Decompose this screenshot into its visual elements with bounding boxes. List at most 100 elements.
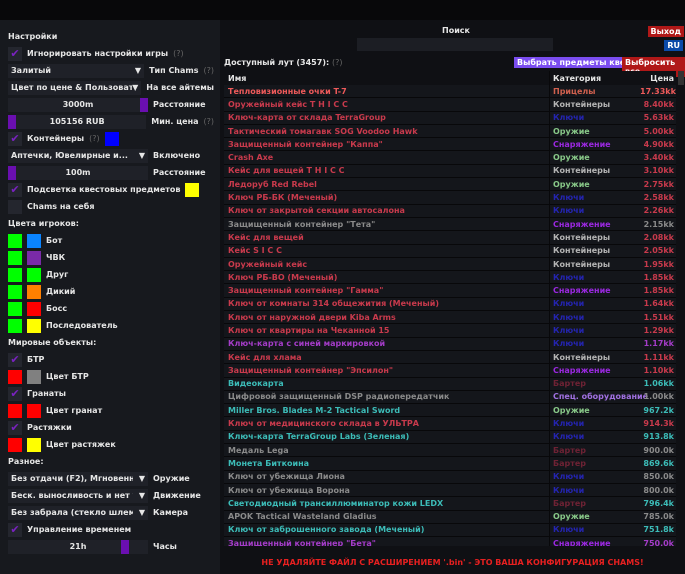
distance-slider[interactable]: 3000m <box>8 97 148 112</box>
table-row[interactable]: Кейс для вещей T H I C C Контейнеры 3.10kk <box>224 164 676 179</box>
item-name: Ключ от наружной двери Kiba Arms <box>224 311 550 324</box>
self-chams-checkbox[interactable] <box>8 199 22 214</box>
containers-dropdown[interactable]: Аптечки, Ювелирные и... ▼ <box>8 148 148 163</box>
color-swatch[interactable] <box>8 369 22 384</box>
column-price[interactable]: Цена <box>650 73 674 83</box>
table-row[interactable]: Ключ от комнаты 314 общежития (Меченый) К… <box>224 297 676 312</box>
table-row[interactable]: Ключ от медицинского склада в УЛЬТРА Ключ… <box>224 417 676 431</box>
color-swatch[interactable] <box>27 437 41 452</box>
table-row[interactable]: Ключ от убежища Лиона Ключи 850.0k <box>224 470 676 484</box>
chams-type-dropdown[interactable]: Залитый ▼ <box>8 63 145 78</box>
grenades-checkbox[interactable]: ✔ <box>8 386 22 401</box>
language-button[interactable]: RU <box>664 40 683 51</box>
color-swatch[interactable] <box>8 267 22 282</box>
help-icon[interactable]: (?) <box>203 66 215 75</box>
table-row[interactable]: Miller Bros. Blades M-2 Tactical Sword Ор… <box>224 404 676 418</box>
table-row[interactable]: APOK Tactical Wasteland Gladius Оружие 785… <box>224 510 676 524</box>
table-row[interactable]: Защищенный контейнер "Гамма" Снаряжение 1.… <box>224 284 676 298</box>
color-swatch[interactable] <box>27 318 41 333</box>
select-quest-items-button[interactable]: Выбрать предметы квеста <box>514 57 643 68</box>
column-category[interactable]: Категория <box>553 73 602 83</box>
table-row[interactable]: Кейс для вещей Контейнеры 2.08kk <box>224 231 676 245</box>
ignore-game-checkbox[interactable]: ✔ <box>8 46 22 61</box>
item-name: Светодиодный трансиллюминатор кожи LEDX <box>224 497 550 510</box>
table-row[interactable]: Ключ от наружной двери Kiba Arms Ключи 1.5… <box>224 311 676 325</box>
color-swatch[interactable] <box>27 403 41 418</box>
color-swatch[interactable] <box>8 403 22 418</box>
table-row[interactable]: Ключ от убежища Ворона Ключи 800.0k <box>224 483 676 498</box>
table-row[interactable]: Тепловизионные очки T-7 Прицелы 17.33kk <box>224 85 676 99</box>
containers-color-swatch[interactable] <box>104 131 119 146</box>
color-swatch[interactable] <box>8 301 22 316</box>
table-row[interactable]: Светодиодный трансиллюминатор кожи LEDX Б… <box>224 497 676 511</box>
color-swatch[interactable] <box>27 284 41 299</box>
min-price-slider[interactable]: 105156 RUB <box>8 114 147 129</box>
table-row[interactable]: Медаль Lega Бартер 900.0k <box>224 444 676 458</box>
color-swatch[interactable] <box>27 250 41 265</box>
slider-handle[interactable] <box>8 114 16 129</box>
table-row[interactable]: Защищенный контейнер "Тета" Снаряжение 2.1… <box>224 217 676 232</box>
misc-title: Разное: <box>8 457 44 466</box>
table-row[interactable]: Ключ РБ-ВО (Меченый) Ключи 1.85kk <box>224 271 676 285</box>
table-row[interactable]: Цифровой защищенный DSP радиопередатчик С… <box>224 390 676 405</box>
color-mode-dropdown[interactable]: Цвет по цене & Пользовательский▼ <box>8 80 142 95</box>
btr-checkbox[interactable]: ✔ <box>8 352 22 367</box>
color-swatch[interactable] <box>27 369 41 384</box>
exit-button[interactable]: Выход <box>647 26 684 37</box>
table-row[interactable]: Тактический томагавк SOG Voodoo Hawk Оруж… <box>224 124 676 139</box>
table-row[interactable]: Видеокарта Бартер 1.06kk <box>224 377 676 391</box>
slider-handle[interactable] <box>121 539 129 554</box>
table-row[interactable]: Защищенный контейнер "Эпсилон" Снаряжение… <box>224 364 676 378</box>
table-row[interactable]: Оружейный кейс T H I C C Контейнеры 8.40kk <box>224 98 676 112</box>
slider-handle[interactable] <box>140 97 148 112</box>
color-swatch[interactable] <box>27 233 41 248</box>
color-swatch[interactable] <box>8 318 22 333</box>
table-row[interactable]: Ключ РБ-БК (Меченый) Ключи 2.58kk <box>224 191 676 205</box>
table-row[interactable]: Монета Биткоина Бартер 869.6k <box>224 457 676 471</box>
movement-dropdown[interactable]: Беск. выносливость и нет усталости ▼ <box>8 488 148 503</box>
table-row[interactable]: Ключ от закрытой секции автосалона Ключи 2… <box>224 204 676 218</box>
color-swatch[interactable] <box>8 250 22 265</box>
tripwires-checkbox[interactable]: ✔ <box>8 420 22 435</box>
grenades-label: Гранаты <box>27 389 67 398</box>
title-bar <box>0 0 685 20</box>
quest-highlight-checkbox[interactable]: ✔ <box>8 182 22 197</box>
color-swatch[interactable] <box>8 437 22 452</box>
table-row[interactable]: Кейс S I C C Контейнеры 2.05kk <box>224 244 676 258</box>
item-name: Ключ от медицинского склада в УЛЬТРА <box>224 417 550 430</box>
hours-slider[interactable]: 21h <box>8 539 148 554</box>
scrollbar[interactable] <box>678 71 684 85</box>
search-input[interactable] <box>357 38 553 51</box>
time-control-checkbox[interactable]: ✔ <box>8 522 22 537</box>
camera-dropdown[interactable]: Без забрала (стекло шлема) ▼ <box>8 505 148 520</box>
table-row[interactable]: Ключ-карта TerraGroup Labs (Зеленая) Ключ… <box>224 430 676 445</box>
containers-checkbox[interactable]: ✔ <box>8 131 22 146</box>
table-row[interactable]: Ключ от квартиры на Чеканной 15 Ключи 1.29… <box>224 324 676 338</box>
slider-handle[interactable] <box>8 165 16 180</box>
table-row[interactable]: Защищенный контейнер "Каппа" Снаряжение 4.… <box>224 138 676 152</box>
table-row[interactable]: Кейс для хлама Контейнеры 1.11kk <box>224 350 676 365</box>
help-icon[interactable]: (?) <box>173 49 184 58</box>
table-row[interactable]: Оружейный кейс Контейнеры 1.95kk <box>224 257 676 272</box>
help-icon[interactable]: (?) <box>203 117 215 126</box>
quest-color-swatch[interactable] <box>185 182 200 197</box>
weapon-dropdown[interactable]: Без отдачи (F2), Мгновенное прицеливание… <box>8 471 148 486</box>
table-row[interactable]: Защищенный контейнер "Бета" Снаряжение 750… <box>224 537 676 546</box>
table-row[interactable]: Ледоруб Red Rebel Оружие 2.75kk <box>224 178 676 192</box>
item-category: Снаряжение <box>553 286 611 296</box>
table-row[interactable]: Ключ-карта от склада TerraGroup Ключи 5.63… <box>224 111 676 125</box>
item-price: 2.05kk <box>643 246 674 256</box>
help-icon[interactable]: (?) <box>89 134 100 143</box>
column-name[interactable]: Имя <box>224 71 550 85</box>
item-name: Защищенный контейнер "Тета" <box>224 217 550 231</box>
color-swatch[interactable] <box>27 267 41 282</box>
table-row[interactable]: Crash Axe Оружие 3.40kk <box>224 151 676 165</box>
color-swatch[interactable] <box>8 284 22 299</box>
containers-distance-slider[interactable]: 100m <box>8 165 148 180</box>
color-swatch[interactable] <box>8 233 22 248</box>
help-icon[interactable]: (?) <box>331 58 343 67</box>
weapon-label: Оружие <box>153 474 190 483</box>
table-row[interactable]: Ключ от заброшенного завода (Меченый) Клю… <box>224 523 676 538</box>
table-row[interactable]: Ключ-карта с синей маркировкой Ключи 1.17k… <box>224 337 676 351</box>
color-swatch[interactable] <box>27 301 41 316</box>
